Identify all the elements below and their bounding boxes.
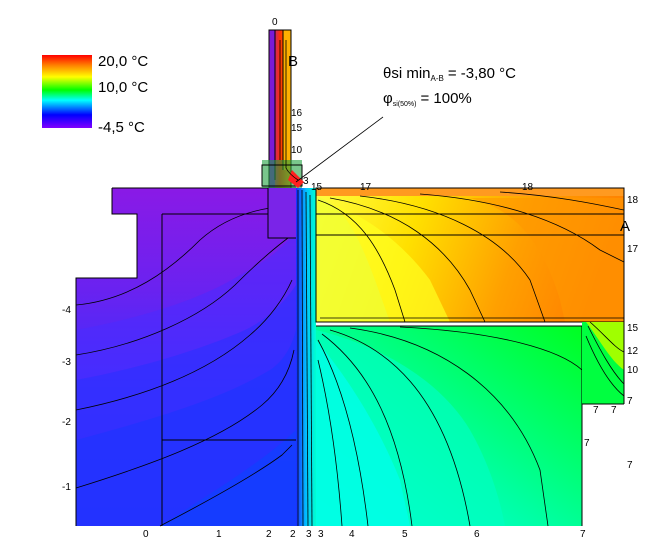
legend-min-label: -4,5 °C bbox=[98, 119, 145, 136]
annotation-block: θsi minA-B = -3,80 °C φsi(50%) = 100% bbox=[295, 65, 516, 183]
bottom-axis-tick: 2 bbox=[266, 529, 272, 540]
isotherm-label: 12 bbox=[627, 346, 639, 357]
wall-region bbox=[75, 187, 296, 527]
frame-junction-strip bbox=[296, 188, 316, 527]
phi-label: φsi(50%) = 100% bbox=[383, 90, 472, 108]
bottom-axis-tick: 5 bbox=[402, 529, 408, 540]
bottom-axis: 0 1 2 2 3 3 4 5 6 7 bbox=[143, 529, 586, 540]
isotherm-label: 18 bbox=[627, 195, 639, 206]
point-label-b: B bbox=[288, 53, 298, 70]
isotherm-label: 7 bbox=[627, 396, 633, 407]
isotherm-labels: 0 16 15 10 3 15 17 18 18 17 15 12 10 7 7… bbox=[272, 17, 639, 471]
isotherm-label: 18 bbox=[522, 182, 534, 193]
isotherm-label: 7 bbox=[627, 460, 633, 471]
isotherm-label: 10 bbox=[291, 145, 303, 156]
isotherm-label: 7 bbox=[611, 405, 617, 416]
isotherm-label: 15 bbox=[311, 182, 323, 193]
bottom-axis-tick: 3 bbox=[306, 529, 312, 540]
legend-mid-label: 10,0 °C bbox=[98, 79, 148, 96]
point-label-a: A bbox=[620, 218, 630, 235]
bottom-axis-tick: 6 bbox=[474, 529, 480, 540]
isotherm-label: 15 bbox=[627, 323, 639, 334]
isotherm-label: 10 bbox=[627, 365, 639, 376]
theta-label: θsi minA-B = -3,80 °C bbox=[383, 65, 516, 83]
isotherm-label: 15 bbox=[291, 123, 303, 134]
left-axis-tick: -3 bbox=[62, 357, 71, 368]
isotherm-label: 7 bbox=[593, 405, 599, 416]
isotherm-label: 17 bbox=[627, 244, 639, 255]
legend-color-bar bbox=[42, 55, 92, 128]
left-axis-tick: -1 bbox=[62, 482, 71, 493]
isotherm-label: 3 bbox=[303, 176, 309, 187]
bottom-axis-tick: 3 bbox=[318, 529, 324, 540]
left-axis-tick: -4 bbox=[62, 305, 71, 316]
bottom-axis-tick: 2 bbox=[290, 529, 296, 540]
isotherm-label: 16 bbox=[291, 108, 303, 119]
lower-region bbox=[316, 321, 625, 527]
left-axis-tick: -2 bbox=[62, 417, 71, 428]
bottom-axis-tick: 1 bbox=[216, 529, 222, 540]
window-frame bbox=[261, 29, 304, 239]
bottom-axis-tick: 0 bbox=[143, 529, 149, 540]
temperature-legend: 20,0 °C 10,0 °C -4,5 °C bbox=[42, 53, 148, 136]
annotation-leader-line bbox=[295, 116, 384, 183]
isotherm-label: 7 bbox=[584, 438, 590, 449]
legend-max-label: 20,0 °C bbox=[98, 53, 148, 70]
isotherm-label: 17 bbox=[360, 182, 372, 193]
isotherm-label: 0 bbox=[272, 17, 278, 28]
bottom-axis-tick: 4 bbox=[349, 529, 355, 540]
left-axis: -4 -3 -2 -1 bbox=[62, 305, 71, 493]
bottom-axis-tick: 7 bbox=[580, 529, 586, 540]
